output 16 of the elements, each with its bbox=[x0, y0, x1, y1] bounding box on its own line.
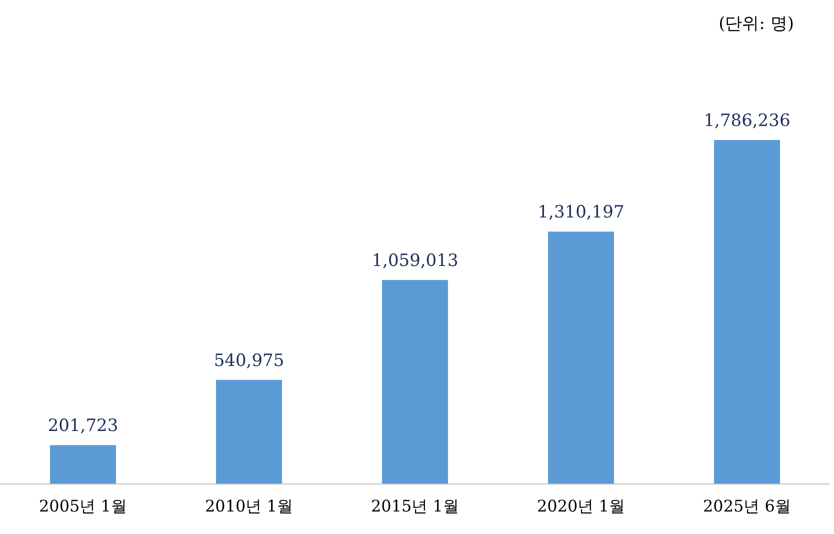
x-tick-label: 2010년 1월 bbox=[205, 496, 293, 516]
data-label: 1,059,013 bbox=[372, 251, 458, 272]
data-label: 540,975 bbox=[214, 350, 284, 371]
text: (단위: 명) bbox=[718, 13, 794, 35]
bar bbox=[714, 140, 780, 484]
bar bbox=[50, 445, 116, 484]
x-tick-label: 2015년 1월 bbox=[371, 496, 459, 516]
bar bbox=[548, 232, 614, 484]
x-tick-label: 2025년 6월 bbox=[703, 496, 791, 516]
bar bbox=[382, 280, 448, 484]
data-label: 1,310,197 bbox=[538, 202, 624, 223]
data-label: 201,723 bbox=[48, 416, 118, 436]
x-tick-label: 2020년 1월 bbox=[537, 496, 625, 516]
x-tick-label: 2005년 1월 bbox=[39, 496, 127, 516]
data-label: 1,786,236 bbox=[704, 111, 790, 131]
bar bbox=[216, 380, 282, 484]
